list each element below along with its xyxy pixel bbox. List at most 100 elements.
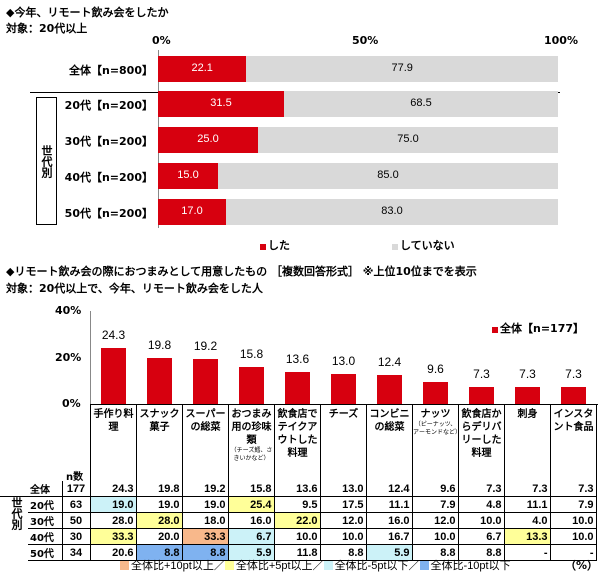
table-cell: 17.5 bbox=[320, 496, 367, 513]
table-cell: 6.7 bbox=[228, 528, 275, 545]
row-label: 50代 bbox=[28, 544, 63, 561]
table-cell: 8.8 bbox=[320, 544, 367, 561]
y-tick-label: 0% bbox=[62, 397, 81, 410]
row-label: 全体【n=800】 bbox=[68, 64, 153, 77]
table-cell: 28.0 bbox=[136, 512, 183, 529]
category-label: チーズ bbox=[320, 405, 366, 483]
x-tick-label: 100% bbox=[544, 34, 578, 47]
category-main: コンビニの総菜 bbox=[369, 409, 410, 433]
data-label: 9.6 bbox=[427, 361, 444, 376]
bar-not bbox=[226, 199, 558, 225]
bar-not bbox=[258, 127, 558, 153]
legend-label: 全体比+5pt以上／ bbox=[235, 560, 324, 572]
row-label: 30代 bbox=[28, 512, 63, 529]
y-tick-label: 20% bbox=[55, 350, 82, 364]
table-cell: 19.0 bbox=[90, 496, 137, 513]
category-main: スナック菓子 bbox=[139, 409, 180, 433]
bar-not bbox=[246, 56, 558, 82]
table-cell: 9.5 bbox=[274, 496, 321, 513]
data-label: 24.3 bbox=[101, 327, 126, 342]
table-row: 50代 34 20.6 8.8 8.8 5.9 11.8 8.8 5.9 8.8 8.8- - bbox=[0, 544, 597, 561]
data-label: 83.0 bbox=[381, 205, 403, 217]
group-label: 世代別 bbox=[36, 97, 57, 225]
table-cell: 13.0 bbox=[320, 481, 367, 497]
data-label: 7.3 bbox=[519, 367, 536, 382]
table-cell: 16.0 bbox=[228, 512, 275, 529]
table-cell: 12.0 bbox=[320, 512, 367, 529]
table-cell: 4.0 bbox=[504, 512, 551, 529]
table-cell: 16.7 bbox=[366, 528, 413, 545]
chart1-title: ◆今年、リモート飲み会をしたか bbox=[6, 6, 169, 19]
table-cell: 7.3 bbox=[458, 481, 505, 497]
data-table: 全体 177 24.3 19.8 19.2 15.8 13.6 13.0 12.4 9.6 7.3 7… bbox=[0, 481, 597, 561]
data-label: 7.3 bbox=[565, 367, 582, 382]
category-main: ナッツ bbox=[420, 409, 451, 420]
bar-did bbox=[158, 163, 218, 189]
table-cell: 5.9 bbox=[366, 544, 413, 561]
category-main: インスタント食品 bbox=[553, 409, 594, 433]
n-value: 34 bbox=[62, 544, 91, 561]
data-label: 13.6 bbox=[285, 352, 310, 367]
table-cell: 10.0 bbox=[550, 512, 597, 529]
table-cell: 33.3 bbox=[182, 528, 229, 545]
x-tick-label: 0% bbox=[152, 34, 171, 47]
table-cell: 10.0 bbox=[550, 528, 597, 545]
legend-item: していない bbox=[392, 237, 455, 253]
table-cell: 10.0 bbox=[320, 528, 367, 545]
category-note: （チーズ鱈、さきいかなど） bbox=[230, 447, 273, 462]
table-cell: 4.8 bbox=[458, 496, 505, 513]
chart2-subtitle: 対象：20代以上で、今年、リモート飲み会をした人 bbox=[6, 282, 263, 295]
table-row: 20代 63 19.0 19.0 19.0 25.4 9.5 17.5 11.1 7.9 4.8 11… bbox=[0, 496, 597, 513]
table-cell: 20.0 bbox=[136, 528, 183, 545]
bar bbox=[239, 367, 264, 404]
category-main: おつまみ用の珍味類 bbox=[231, 409, 272, 446]
data-label: 17.0 bbox=[181, 205, 203, 217]
table-cell: 18.0 bbox=[182, 512, 229, 529]
y-axis-line bbox=[90, 311, 91, 404]
table-cell: 11.1 bbox=[366, 496, 413, 513]
bar bbox=[515, 387, 540, 404]
legend-label: 全体比+10pt以上／ bbox=[131, 560, 225, 572]
table-cell: 8.8 bbox=[458, 544, 505, 561]
legend-item: 全体【n=177】 bbox=[492, 320, 584, 336]
group-cell bbox=[0, 481, 28, 497]
table-cell: 9.6 bbox=[412, 481, 459, 497]
category-main: チーズ bbox=[328, 409, 359, 420]
legend-label: 全体【n=177】 bbox=[500, 322, 585, 335]
category-label: スナック菓子 bbox=[136, 405, 182, 483]
table-cell: - bbox=[504, 544, 551, 561]
table-cell: 8.8 bbox=[412, 544, 459, 561]
chart2-title: ◆リモート飲み会の際におつまみとして用意したもの ［複数回答形式］ ※上位10位… bbox=[6, 265, 477, 278]
table-cell: 7.3 bbox=[550, 481, 597, 497]
category-main: 手作り料理 bbox=[93, 409, 134, 433]
n-header: n数 bbox=[66, 472, 84, 483]
table-cell: 7.3 bbox=[504, 481, 551, 497]
table-row: 30代 50 28.0 28.0 18.0 16.0 22.0 12.0 16.0 12.0 10.… bbox=[0, 512, 597, 529]
bar-did bbox=[158, 127, 258, 153]
row-label: 30代【n=200】 bbox=[64, 135, 153, 148]
table-cell: 19.0 bbox=[136, 496, 183, 513]
bar bbox=[285, 372, 310, 404]
table-cell: 28.0 bbox=[90, 512, 137, 529]
data-label: 13.0 bbox=[331, 353, 356, 368]
table-cell: 11.8 bbox=[274, 544, 321, 561]
table-cell: 5.9 bbox=[228, 544, 275, 561]
y-tick-label: 40% bbox=[55, 304, 82, 317]
column-border bbox=[596, 405, 597, 483]
bar-did bbox=[158, 199, 226, 225]
bar bbox=[377, 375, 402, 404]
table-cell: 19.8 bbox=[136, 481, 183, 497]
category-label: 刺身 bbox=[504, 405, 550, 483]
table-cell: 13.6 bbox=[274, 481, 321, 497]
category-label: 手作り料理 bbox=[90, 405, 136, 483]
legend-swatch bbox=[419, 561, 429, 570]
bar bbox=[147, 357, 172, 404]
table-cell: 13.3 bbox=[504, 528, 551, 545]
data-label: 77.9 bbox=[391, 62, 413, 74]
data-label: 15.8 bbox=[239, 347, 264, 362]
row-label: 20代【n=200】 bbox=[64, 99, 153, 112]
n-value: 177 bbox=[62, 481, 91, 497]
x-axis-line bbox=[90, 404, 598, 405]
table-cell: 12.4 bbox=[366, 481, 413, 497]
data-label: 15.0 bbox=[177, 169, 199, 181]
